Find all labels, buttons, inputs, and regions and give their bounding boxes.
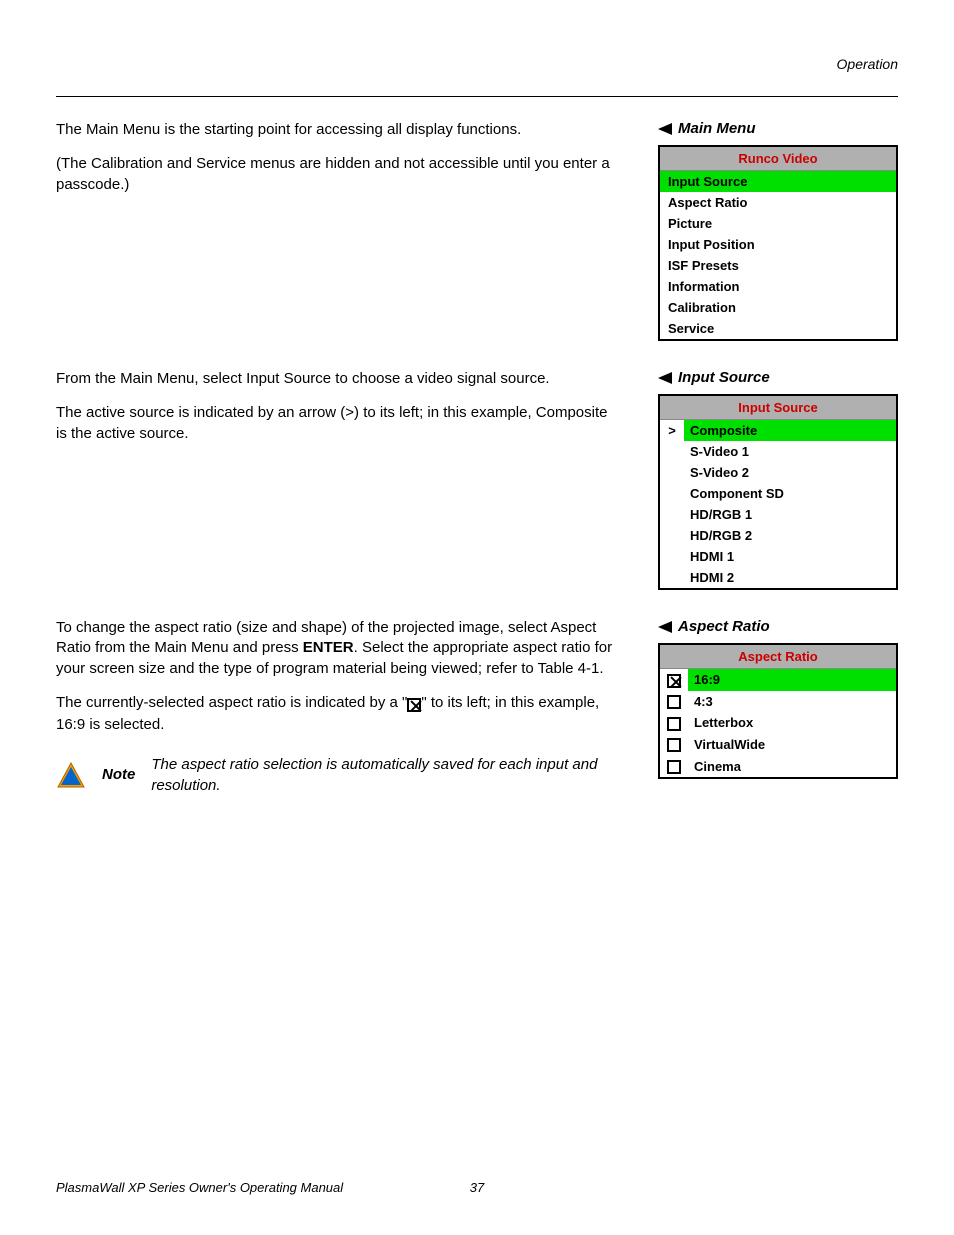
input-source-item: HD/RGB 1 <box>660 504 896 525</box>
note-text: The aspect ratio selection is automatica… <box>151 755 622 796</box>
input-source-item: Component SD <box>660 483 896 504</box>
aspect-ratio-label: VirtualWide <box>688 734 896 756</box>
active-indicator <box>660 504 684 525</box>
arrow-left-icon <box>658 123 672 135</box>
active-indicator <box>660 462 684 483</box>
checkbox-cell <box>660 691 688 713</box>
aspect-ratio-label: 4:3 <box>688 691 896 713</box>
aspect-ratio-item: 4:3 <box>660 691 896 713</box>
input-source-text: From the Main Menu, select Input Source … <box>56 369 622 590</box>
para-main-1: The Main Menu is the starting point for … <box>56 120 622 140</box>
aspect-ratio-label: Cinema <box>688 755 896 777</box>
input-source-label: HD/RGB 1 <box>684 504 896 525</box>
input-source-header: Input Source <box>660 396 896 420</box>
main-menu-item: ISF Presets <box>660 255 896 276</box>
main-menu-item: Picture <box>660 213 896 234</box>
aspect-ratio-item: Letterbox <box>660 712 896 734</box>
aspect-ratio-box: Aspect Ratio 16:94:3LetterboxVirtualWide… <box>658 643 898 779</box>
aspect-ratio-item: Cinema <box>660 755 896 777</box>
input-source-label: Composite <box>684 420 896 441</box>
checkbox-icon <box>667 738 681 752</box>
input-source-box: Input Source >CompositeS-Video 1S-Video … <box>658 394 898 590</box>
arrow-left-icon <box>658 372 672 384</box>
inline-checkbox-icon <box>407 695 421 715</box>
section-header: Operation <box>837 56 898 72</box>
para-ar-1: To change the aspect ratio (size and sha… <box>56 618 622 679</box>
active-indicator <box>660 441 684 462</box>
aspect-ratio-text: To change the aspect ratio (size and sha… <box>56 618 622 796</box>
input-source-item: >Composite <box>660 420 896 441</box>
aspect-ratio-items: 16:94:3LetterboxVirtualWideCinema <box>660 669 896 777</box>
input-source-item: HDMI 1 <box>660 546 896 567</box>
aspect-ratio-caption: Aspect Ratio <box>658 618 898 635</box>
aspect-ratio-label: Letterbox <box>688 712 896 734</box>
input-source-label: S-Video 1 <box>684 441 896 462</box>
arrow-left-icon <box>658 621 672 633</box>
checkbox-icon <box>667 760 681 774</box>
body: The Main Menu is the starting point for … <box>56 120 898 1155</box>
input-source-caption-text: Input Source <box>678 369 770 386</box>
main-menu-caption: Main Menu <box>658 120 898 137</box>
note-label: Note <box>102 765 135 785</box>
footer-title: PlasmaWall XP Series Owner's Operating M… <box>56 1180 343 1195</box>
footer: PlasmaWall XP Series Owner's Operating M… <box>56 1180 898 1195</box>
input-source-label: HDMI 1 <box>684 546 896 567</box>
aspect-ratio-item: 16:9 <box>660 669 896 691</box>
main-menu-text: The Main Menu is the starting point for … <box>56 120 622 341</box>
para-is-1: From the Main Menu, select Input Source … <box>56 369 622 389</box>
para-main-2: (The Calibration and Service menus are h… <box>56 154 622 195</box>
aspect-ratio-header: Aspect Ratio <box>660 645 896 669</box>
para-is-2: The active source is indicated by an arr… <box>56 403 622 444</box>
main-menu-items: Input SourceAspect RatioPictureInput Pos… <box>660 171 896 339</box>
input-source-label: HD/RGB 2 <box>684 525 896 546</box>
input-source-label: S-Video 2 <box>684 462 896 483</box>
active-indicator <box>660 525 684 546</box>
input-source-caption: Input Source <box>658 369 898 386</box>
active-indicator <box>660 567 684 588</box>
main-menu-item: Input Position <box>660 234 896 255</box>
main-menu-item: Calibration <box>660 297 896 318</box>
input-source-item: S-Video 2 <box>660 462 896 483</box>
checkbox-cell <box>660 712 688 734</box>
input-source-label: Component SD <box>684 483 896 504</box>
aspect-ratio-column: Aspect Ratio Aspect Ratio 16:94:3Letterb… <box>658 618 898 796</box>
main-menu-item: Input Source <box>660 171 896 192</box>
input-source-item: HDMI 2 <box>660 567 896 588</box>
page: Operation The Main Menu is the starting … <box>0 0 954 1235</box>
main-menu-column: Main Menu Runco Video Input SourceAspect… <box>658 120 898 341</box>
input-source-item: S-Video 1 <box>660 441 896 462</box>
checkbox-icon <box>667 717 681 731</box>
active-indicator <box>660 546 684 567</box>
aspect-ratio-item: VirtualWide <box>660 734 896 756</box>
main-menu-caption-text: Main Menu <box>678 120 756 137</box>
footer-page: 37 <box>470 1180 484 1195</box>
main-menu-box: Runco Video Input SourceAspect RatioPict… <box>658 145 898 341</box>
input-source-row: From the Main Menu, select Input Source … <box>56 369 898 590</box>
note-row: Note The aspect ratio selection is autom… <box>56 755 622 796</box>
checkbox-icon <box>667 695 681 709</box>
aspect-ratio-label: 16:9 <box>688 669 896 691</box>
checkbox-icon <box>667 674 681 688</box>
horizontal-rule <box>56 96 898 97</box>
input-source-item: HD/RGB 2 <box>660 525 896 546</box>
aspect-ratio-row: To change the aspect ratio (size and sha… <box>56 618 898 796</box>
checkbox-cell <box>660 669 688 691</box>
note-icon <box>56 761 86 791</box>
main-menu-item: Service <box>660 318 896 339</box>
active-indicator <box>660 483 684 504</box>
aspect-ratio-caption-text: Aspect Ratio <box>678 618 770 635</box>
main-menu-item: Aspect Ratio <box>660 192 896 213</box>
checkbox-cell <box>660 755 688 777</box>
input-source-column: Input Source Input Source >CompositeS-Vi… <box>658 369 898 590</box>
input-source-label: HDMI 2 <box>684 567 896 588</box>
main-menu-item: Information <box>660 276 896 297</box>
enter-key: ENTER <box>303 639 354 656</box>
main-menu-header: Runco Video <box>660 147 896 171</box>
para-ar-2-pre: The currently-selected aspect ratio is i… <box>56 694 407 711</box>
checkbox-cell <box>660 734 688 756</box>
input-source-items: >CompositeS-Video 1S-Video 2Component SD… <box>660 420 896 588</box>
main-menu-row: The Main Menu is the starting point for … <box>56 120 898 341</box>
active-indicator: > <box>660 420 684 441</box>
para-ar-2: The currently-selected aspect ratio is i… <box>56 693 622 736</box>
